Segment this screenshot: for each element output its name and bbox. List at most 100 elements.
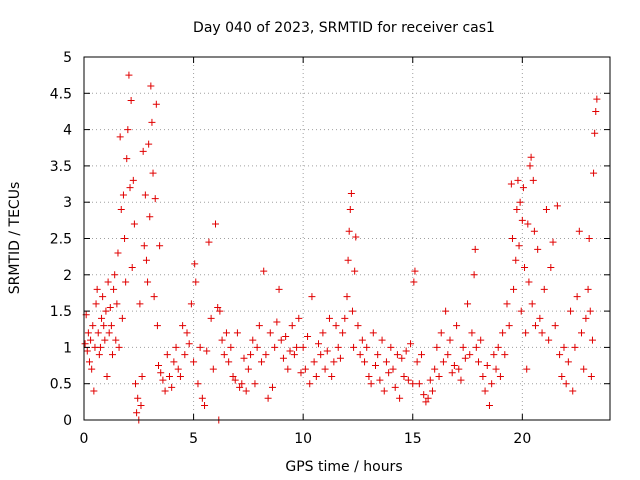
- data-point: [391, 383, 399, 391]
- data-point: [551, 322, 559, 330]
- data-point: [534, 245, 542, 253]
- data-point: [475, 358, 482, 366]
- data-point: [545, 336, 553, 344]
- grid-layer: [84, 57, 610, 420]
- y-tick-label: 3: [63, 195, 72, 211]
- data-point: [420, 391, 428, 399]
- data-point: [325, 314, 333, 322]
- data-point: [531, 322, 539, 330]
- data-point: [139, 147, 147, 155]
- data-point: [168, 383, 176, 391]
- data-point: [547, 264, 555, 272]
- data-point: [209, 365, 217, 373]
- data-point: [129, 176, 137, 184]
- data-point: [277, 336, 285, 344]
- data-point: [415, 380, 423, 388]
- data-point: [147, 82, 155, 90]
- data-point: [172, 343, 180, 351]
- data-point: [341, 314, 349, 322]
- data-point: [95, 351, 103, 359]
- data-point: [304, 333, 312, 341]
- y-tick-label: 2: [63, 268, 72, 284]
- data-point: [345, 227, 353, 235]
- data-point: [330, 358, 338, 366]
- data-point: [508, 235, 516, 242]
- data-point: [540, 285, 548, 293]
- data-point: [343, 293, 351, 301]
- x-tick-label: 20: [513, 431, 531, 447]
- data-point: [92, 300, 100, 308]
- data-point: [98, 314, 106, 322]
- data-point: [499, 329, 507, 337]
- data-point: [165, 372, 173, 380]
- data-point: [312, 372, 320, 380]
- data-point: [516, 198, 524, 206]
- data-point: [149, 169, 157, 177]
- data-point: [527, 153, 535, 161]
- data-point: [562, 380, 570, 388]
- data-point: [492, 365, 500, 373]
- data-point: [319, 329, 327, 337]
- data-point: [457, 376, 465, 384]
- data-point: [521, 264, 529, 272]
- data-point: [411, 267, 419, 275]
- data-point: [321, 365, 329, 373]
- data-point: [354, 322, 362, 330]
- data-point: [389, 365, 397, 373]
- data-point: [194, 380, 202, 388]
- data-point: [181, 351, 189, 359]
- data-point: [293, 343, 301, 351]
- data-point: [466, 351, 474, 359]
- data-point: [393, 351, 401, 359]
- x-tick-label: 15: [404, 431, 422, 447]
- data-point: [494, 343, 502, 351]
- data-point: [444, 351, 452, 359]
- data-point: [585, 235, 593, 242]
- data-point: [387, 343, 395, 351]
- data-point: [515, 242, 523, 250]
- data-point: [503, 300, 511, 308]
- data-point: [159, 376, 167, 384]
- data-point: [409, 380, 417, 388]
- data-point: [104, 278, 112, 286]
- data-point: [127, 97, 135, 105]
- data-point: [87, 336, 95, 344]
- data-point: [510, 285, 518, 293]
- data-point: [380, 387, 388, 395]
- data-point: [310, 358, 318, 366]
- labels-layer: 0 0.5 1 1.5 2 2.5 3 3.5 4 4.5 5 0 5 10 15 20: [50, 50, 532, 447]
- data-point: [584, 285, 592, 293]
- data-point: [106, 303, 114, 311]
- data-point: [299, 343, 307, 351]
- data-point: [363, 343, 371, 351]
- data-point: [150, 293, 158, 301]
- data-point: [471, 245, 479, 253]
- data-point: [505, 322, 513, 330]
- y-tick-label: 4.5: [50, 86, 72, 102]
- data-point: [529, 176, 537, 184]
- data-point: [112, 336, 120, 344]
- data-point: [260, 267, 268, 275]
- data-point: [136, 300, 144, 308]
- data-point: [446, 336, 454, 344]
- data-point: [526, 162, 534, 170]
- data-point: [410, 278, 418, 286]
- data-point: [113, 300, 121, 308]
- data-point: [266, 329, 274, 337]
- data-point: [279, 354, 287, 362]
- data-point: [140, 242, 148, 250]
- data-point: [124, 126, 132, 134]
- data-point: [187, 300, 195, 308]
- data-point: [93, 285, 101, 293]
- data-point: [132, 380, 140, 388]
- data-point: [549, 238, 557, 246]
- data-point: [185, 340, 193, 348]
- x-tick-label: 5: [189, 431, 198, 447]
- data-point: [575, 227, 583, 235]
- data-point: [107, 322, 115, 330]
- data-point: [212, 220, 219, 228]
- data-point: [582, 314, 590, 322]
- y-tick-label: 1.5: [50, 304, 72, 320]
- data-point: [369, 329, 377, 337]
- data-point: [176, 372, 184, 380]
